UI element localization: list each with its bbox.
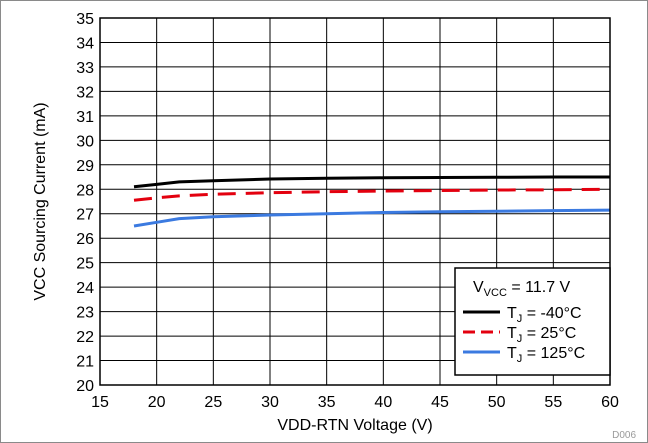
y-tick-label: 29 bbox=[76, 158, 94, 175]
x-axis-title: VDD-RTN Voltage (V) bbox=[277, 417, 432, 434]
y-tick-label: 35 bbox=[76, 11, 94, 28]
y-tick-label: 26 bbox=[76, 231, 94, 248]
series-layer bbox=[133, 175, 611, 228]
legend-box bbox=[454, 267, 611, 376]
series-line-3 bbox=[133, 208, 611, 228]
legend-label-sub: J bbox=[517, 353, 523, 365]
x-tick-label: 20 bbox=[148, 394, 166, 411]
y-tick-label: 34 bbox=[76, 35, 94, 52]
x-tick-label: 50 bbox=[488, 394, 506, 411]
legend-label-main: T bbox=[507, 345, 517, 362]
x-tick-label: 30 bbox=[261, 394, 279, 411]
y-tick-label: 27 bbox=[76, 207, 94, 224]
y-tick-label: 22 bbox=[76, 329, 94, 346]
legend: VVCC = 11.7 V TJ = -40°CTJ = 25°CTJ = 12… bbox=[454, 267, 611, 376]
legend-title-sub: VCC bbox=[484, 287, 507, 299]
tick-labels: 15 20 25 30 35 40 45 50 55 6020212223242526272829… bbox=[76, 11, 619, 411]
y-tick-label: 21 bbox=[76, 354, 94, 371]
legend-label-3: TJ = 125°C bbox=[507, 345, 585, 365]
legend-label-main: T bbox=[507, 325, 517, 342]
legend-title-rest: = 11.7 V bbox=[507, 279, 571, 296]
y-tick-label: 31 bbox=[76, 109, 94, 126]
y-axis-title: VCC Sourcing Current (mA) bbox=[32, 102, 49, 300]
legend-label-sub: J bbox=[517, 313, 523, 325]
x-tick-label: 15 bbox=[91, 394, 109, 411]
y-tick-label: 30 bbox=[76, 133, 94, 150]
legend-entries: TJ = -40°CTJ = 25°CTJ = 125°C bbox=[463, 305, 585, 365]
y-tick-label: 28 bbox=[76, 182, 94, 199]
y-tick-label: 20 bbox=[76, 378, 94, 395]
y-tick-label: 23 bbox=[76, 305, 94, 322]
x-tick-label: 40 bbox=[374, 394, 392, 411]
legend-title-main: V bbox=[473, 279, 484, 296]
x-tick-label: 60 bbox=[601, 394, 619, 411]
x-tick-label: 35 bbox=[318, 394, 336, 411]
x-tick-label: 55 bbox=[544, 394, 562, 411]
legend-label-main: T bbox=[507, 305, 517, 322]
y-tick-label: 33 bbox=[76, 60, 94, 77]
y-tick-label: 24 bbox=[76, 280, 94, 297]
y-tick-label: 25 bbox=[76, 256, 94, 273]
plot-border bbox=[99, 17, 611, 386]
legend-label-rest: = 25°C bbox=[522, 325, 576, 342]
series-line-1 bbox=[133, 175, 610, 189]
series-line-2 bbox=[133, 187, 611, 202]
x-tick-label: 25 bbox=[204, 394, 222, 411]
legend-label-sub: J bbox=[517, 333, 523, 345]
legend-label-rest: = -40°C bbox=[522, 305, 581, 322]
x-tick-label: 45 bbox=[431, 394, 449, 411]
y-tick-label: 32 bbox=[76, 84, 94, 101]
legend-label-2: TJ = 25°C bbox=[507, 325, 576, 345]
legend-label-1: TJ = -40°C bbox=[507, 305, 582, 325]
figure-code: D006 bbox=[612, 430, 636, 441]
legend-title: VVCC = 11.7 V bbox=[473, 279, 571, 299]
legend-label-rest: = 125°C bbox=[522, 345, 585, 362]
